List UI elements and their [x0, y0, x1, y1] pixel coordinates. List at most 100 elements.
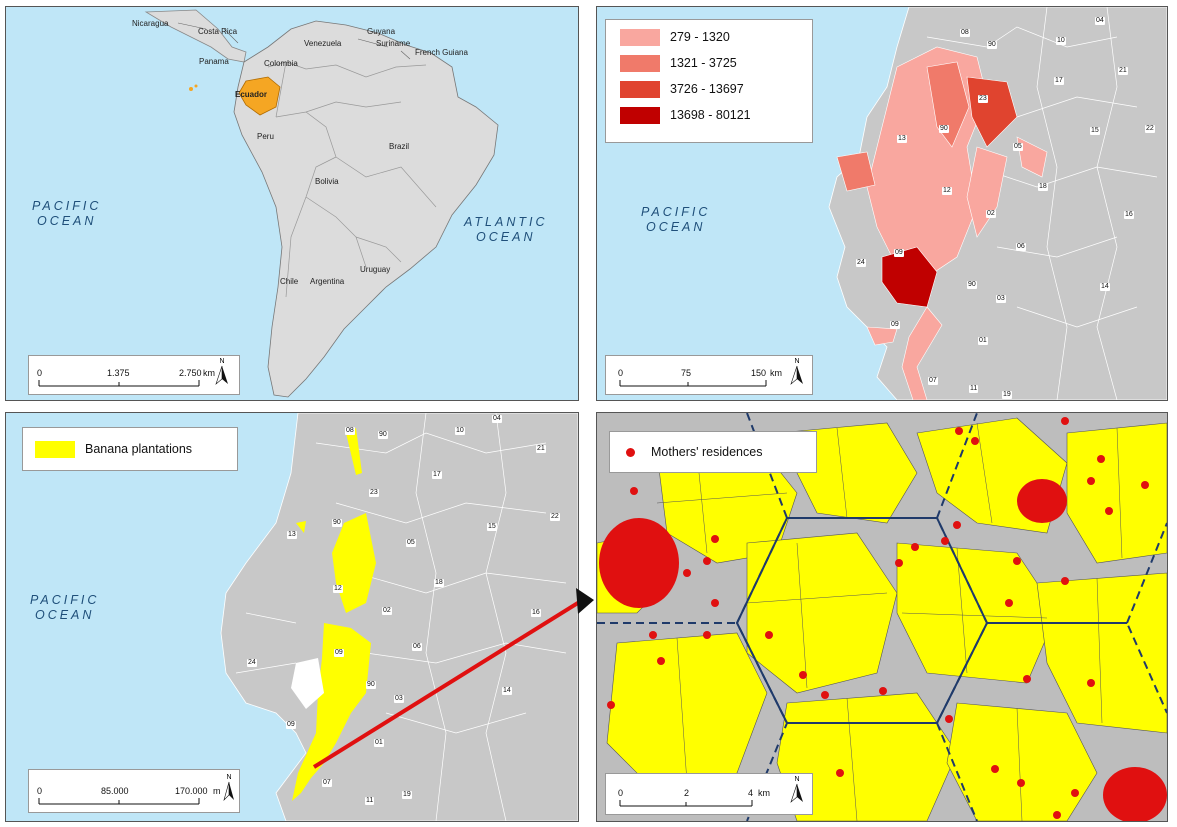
label-nicaragua: Nicaragua: [132, 19, 169, 28]
pacific-ocean-label: PACIFIC OCEAN: [30, 593, 100, 622]
scale-tick-1: 75: [681, 368, 692, 378]
district-code: 19: [402, 791, 412, 799]
label-guyana: Guyana: [367, 27, 396, 36]
district-code: 01: [374, 739, 384, 747]
residences-legend: Mothers' residences: [609, 431, 817, 473]
scale-unit: km: [770, 368, 782, 378]
label-argentina: Argentina: [310, 277, 345, 286]
legend-swatch: [35, 440, 75, 458]
label-peru: Peru: [257, 132, 274, 141]
district-code: 09: [894, 249, 904, 257]
district-code: 22: [550, 513, 560, 521]
scale-bar: 0 85.000 170.000 m N: [28, 769, 240, 813]
district-code: 17: [432, 471, 442, 479]
legend-row: 279 - 1320: [606, 24, 812, 50]
district-code: 07: [928, 377, 938, 385]
district-code: 15: [1090, 127, 1100, 135]
scale-unit: km: [758, 788, 770, 798]
district-code: 18: [434, 579, 444, 587]
district-code: 16: [1124, 211, 1134, 219]
district-code: 12: [942, 187, 952, 195]
plantations-map: [220, 413, 578, 821]
label-costa-rica: Costa Rica: [198, 27, 238, 36]
ecuador-highlight: [238, 76, 281, 116]
district-code: 15: [487, 523, 497, 531]
district-code: 08: [960, 29, 970, 37]
district-code: 11: [969, 385, 979, 393]
district-code: 90: [366, 681, 376, 689]
district-code: 24: [247, 659, 257, 667]
district-code: 16: [531, 609, 541, 617]
legend-row: Mothers' residences: [610, 432, 816, 472]
district-code: 13: [287, 531, 297, 539]
north-arrow-icon: N: [790, 358, 804, 390]
label-venezuela: Venezuela: [304, 39, 342, 48]
district-code: 90: [332, 519, 342, 527]
scale-tick-1: 2: [684, 788, 690, 798]
legend-swatch: [620, 80, 660, 98]
district-code: 21: [536, 445, 546, 453]
scale-tick-2: 4: [748, 788, 754, 798]
incidence-legend: 279 - 1320 1321 - 3725 3726 - 13697 1369…: [605, 19, 813, 143]
district-code: 05: [406, 539, 416, 547]
label-ecuador: Ecuador: [235, 90, 268, 99]
residence-points: [599, 417, 1167, 821]
district-code: 07: [322, 779, 332, 787]
pacific-ocean-label: PACIFIC OCEAN: [32, 199, 102, 228]
scale-tick-0: 0: [37, 368, 43, 378]
district-code: 01: [978, 337, 988, 345]
pacific-ocean-label: PACIFIC OCEAN: [641, 205, 711, 234]
district-code: 90: [939, 125, 949, 133]
label-brazil: Brazil: [389, 142, 410, 151]
map-panel-south-america: Nicaragua Costa Rica Panama Venezuela Gu…: [5, 6, 579, 401]
district-code: 03: [996, 295, 1006, 303]
district-code: 06: [412, 643, 422, 651]
scale-tick-1: 1.375: [107, 368, 130, 378]
district-code: 19: [1002, 391, 1012, 399]
district-code: 02: [986, 210, 996, 218]
district-code: 10: [1056, 37, 1066, 45]
residences-map: [597, 413, 1167, 821]
scale-unit: m: [213, 786, 221, 796]
district-code: 04: [1095, 17, 1105, 25]
scale-tick-0: 0: [618, 788, 624, 798]
legend-row: 1321 - 3725: [606, 50, 812, 76]
south-america-map: [144, 9, 499, 398]
district-code: 03: [394, 695, 404, 703]
incidence-map: [828, 7, 1167, 400]
arrowhead-icon: [576, 588, 594, 614]
district-code: 90: [967, 281, 977, 289]
district-code: 23: [978, 95, 988, 103]
district-code: 10: [455, 427, 465, 435]
district-code: 90: [378, 431, 388, 439]
district-code: 14: [502, 687, 512, 695]
scale-bar: 0 2 4 km N: [605, 773, 813, 815]
district-code: 09: [334, 649, 344, 657]
scale-unit: km: [203, 368, 215, 378]
label-panama: Panama: [199, 57, 229, 66]
district-code: 23: [369, 489, 379, 497]
district-code: 02: [382, 607, 392, 615]
scale-bar: 0 75 150 km N: [605, 355, 813, 395]
label-bolivia: Bolivia: [315, 177, 339, 186]
plantations-legend: Banana plantations: [22, 427, 238, 471]
district-code: 09: [286, 721, 296, 729]
district-code: 08: [345, 427, 355, 435]
label-french-guiana: French Guiana: [415, 48, 468, 57]
label-uruguay: Uruguay: [360, 265, 391, 274]
scale-tick-2: 2.750: [179, 368, 202, 378]
district-code: 09: [890, 321, 900, 329]
label-suriname: Suriname: [376, 39, 411, 48]
label-colombia: Colombia: [264, 59, 298, 68]
north-arrow-icon: N: [223, 774, 235, 806]
atlantic-ocean-label: ATLANTIC OCEAN: [464, 215, 548, 244]
legend-dot: [626, 447, 635, 457]
district-code: 13: [897, 135, 907, 143]
district-code: 24: [856, 259, 866, 267]
district-code: 18: [1038, 183, 1048, 191]
legend-row: 13698 - 80121: [606, 102, 812, 128]
north-arrow-icon: N: [215, 358, 229, 390]
district-code: 22: [1145, 125, 1155, 133]
legend-swatch: [620, 28, 660, 46]
scale-tick-0: 0: [618, 368, 624, 378]
